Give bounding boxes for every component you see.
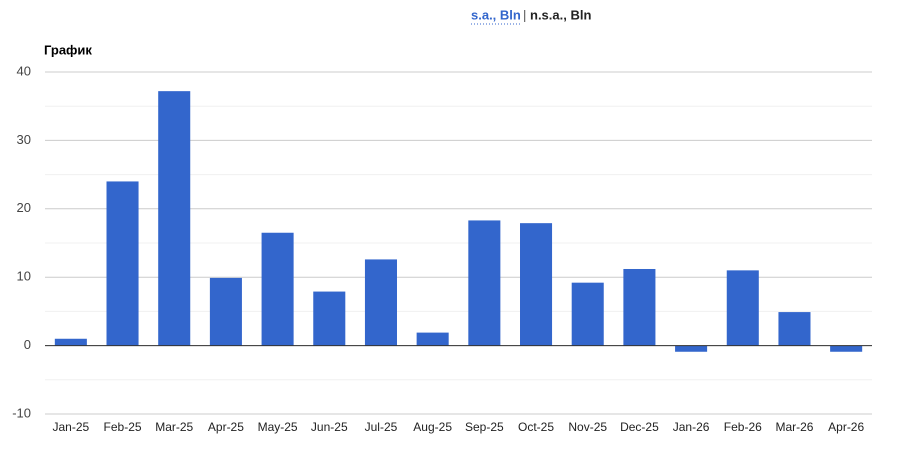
x-tick-label: Apr-25 <box>208 420 244 434</box>
bar <box>364 259 397 346</box>
x-tick-label: Jun-25 <box>311 420 348 434</box>
x-tick-label: Feb-25 <box>104 420 142 434</box>
x-tick-label: Aug-25 <box>413 420 452 434</box>
bar <box>675 345 708 352</box>
bar <box>158 91 191 346</box>
y-tick-label: 0 <box>24 337 31 352</box>
y-tick-label: 30 <box>17 132 31 147</box>
x-tick-label: Apr-26 <box>828 420 864 434</box>
x-tick-label: Nov-25 <box>568 420 607 434</box>
x-tick-label: Jul-25 <box>365 420 398 434</box>
x-tick-label: Sep-25 <box>465 420 504 434</box>
x-tick-label: May-25 <box>258 420 298 434</box>
bar <box>209 277 242 346</box>
x-tick-label: Dec-25 <box>620 420 659 434</box>
y-tick-label: -10 <box>12 405 31 420</box>
y-tick-label: 40 <box>17 63 31 78</box>
x-tick-label: Oct-25 <box>518 420 554 434</box>
bar <box>520 223 553 346</box>
bar <box>106 181 139 346</box>
bar <box>313 291 346 346</box>
bar <box>778 312 811 346</box>
bar <box>261 232 294 346</box>
x-tick-label: Feb-26 <box>724 420 762 434</box>
x-tick-label: Jan-26 <box>673 420 710 434</box>
x-tick-label: Mar-26 <box>775 420 813 434</box>
tab-sa[interactable]: s.a., Bln <box>471 7 521 22</box>
bar <box>830 345 863 352</box>
y-tick-label: 10 <box>17 269 31 284</box>
bar <box>54 338 87 346</box>
bar <box>416 332 449 346</box>
bar <box>726 270 759 346</box>
tab-nsa[interactable]: n.s.a., Bln <box>530 7 591 22</box>
bar <box>468 220 501 346</box>
x-tick-label: Jan-25 <box>52 420 89 434</box>
y-tick-label: 20 <box>17 200 31 215</box>
chart-title: График <box>44 42 92 57</box>
bar <box>571 282 604 346</box>
bar <box>623 268 656 346</box>
separator: | <box>523 7 526 22</box>
x-tick-label: Mar-25 <box>155 420 193 434</box>
